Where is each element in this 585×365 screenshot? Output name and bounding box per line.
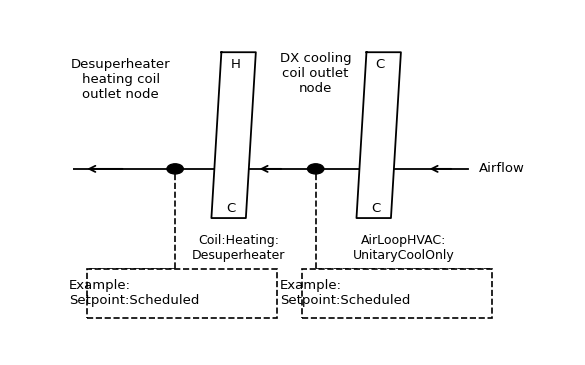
Polygon shape — [356, 52, 401, 218]
Text: H: H — [230, 58, 240, 72]
Bar — [302, 269, 493, 318]
Text: C: C — [226, 202, 236, 215]
Text: Example:
Setpoint:Scheduled: Example: Setpoint:Scheduled — [69, 278, 199, 307]
Text: Example:
Setpoint:Scheduled: Example: Setpoint:Scheduled — [280, 278, 410, 307]
Text: Desuperheater
heating coil
outlet node: Desuperheater heating coil outlet node — [71, 58, 171, 101]
Text: Coil:Heating:
Desuperheater: Coil:Heating: Desuperheater — [192, 234, 285, 261]
Bar — [87, 269, 277, 318]
Circle shape — [167, 164, 183, 174]
Text: C: C — [371, 202, 380, 215]
Text: DX cooling
coil outlet
node: DX cooling coil outlet node — [280, 52, 352, 95]
Text: AirLoopHVAC:
UnitaryCoolOnly: AirLoopHVAC: UnitaryCoolOnly — [353, 234, 455, 261]
Text: C: C — [376, 58, 385, 72]
Text: Airflow: Airflow — [479, 162, 525, 175]
Polygon shape — [211, 52, 256, 218]
Circle shape — [308, 164, 324, 174]
